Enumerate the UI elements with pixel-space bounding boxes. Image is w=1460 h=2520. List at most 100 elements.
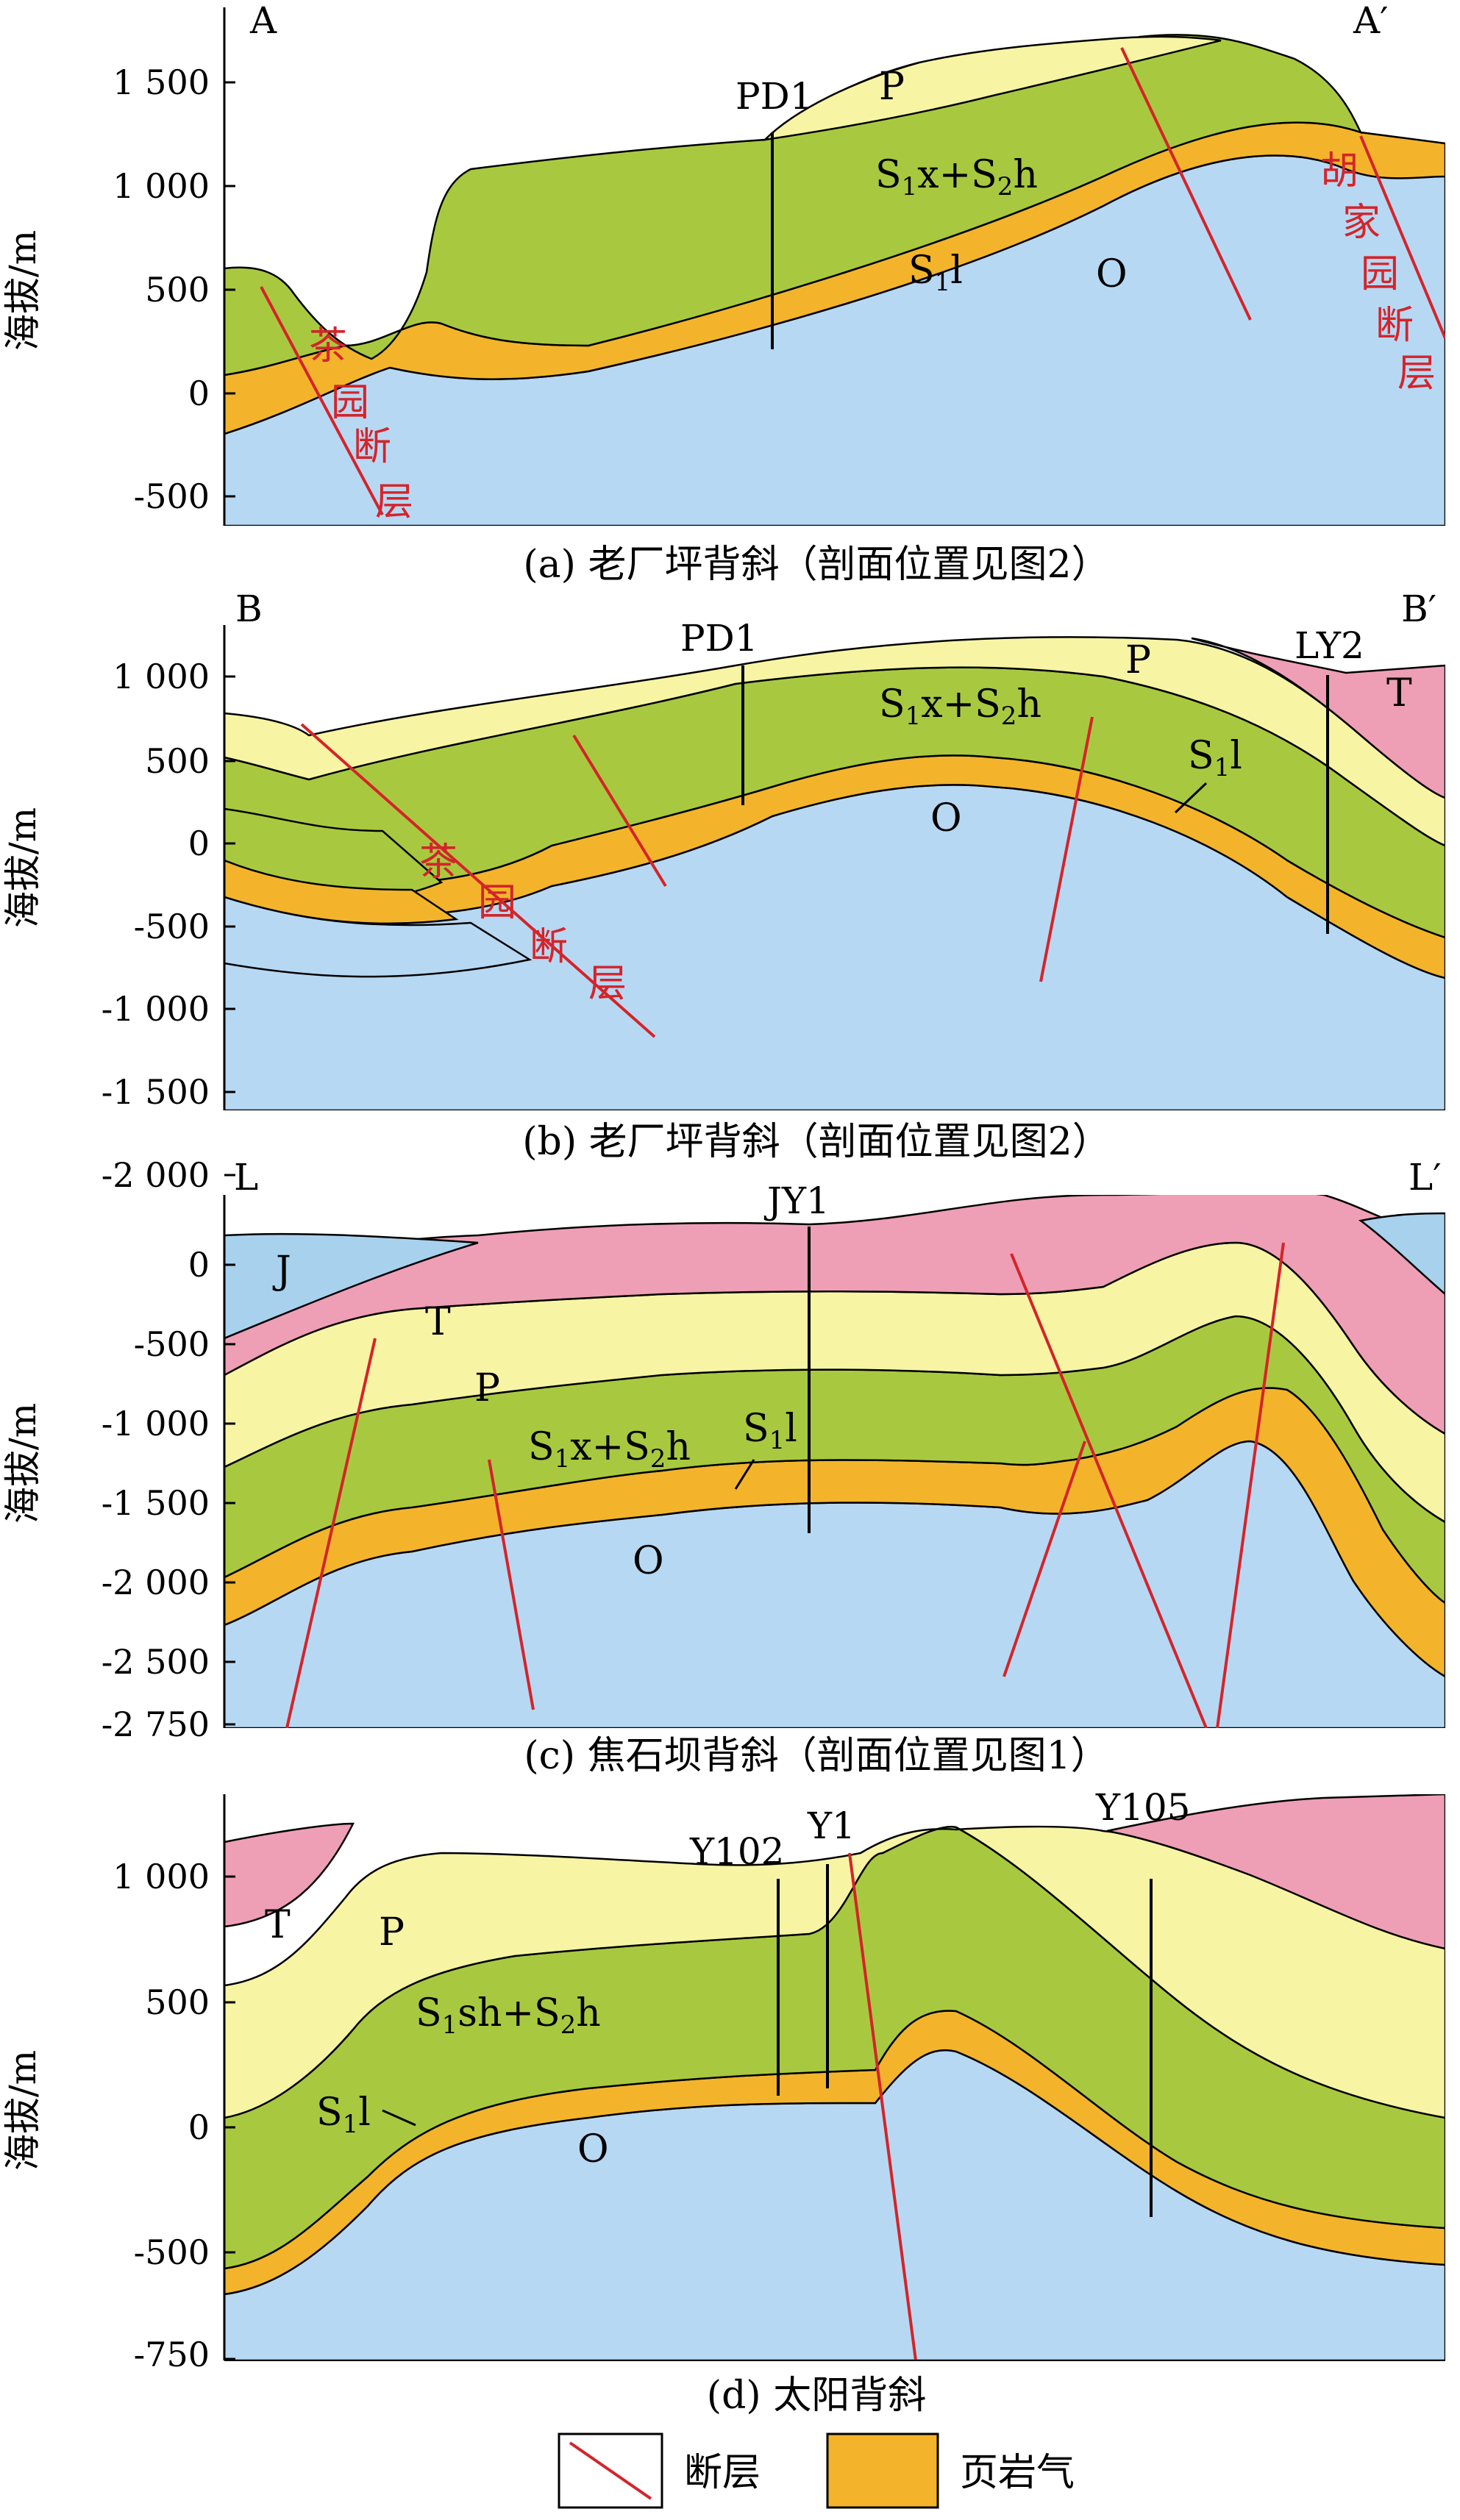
tick-label: 500 [145, 741, 210, 781]
layer-T-right [1106, 1794, 1445, 1950]
y-axis-title: 海拔/m [1, 2050, 44, 2171]
formation-label-O: O [633, 1539, 664, 1583]
layer-T [224, 1195, 1445, 1435]
formation-label-S1x: S1x+S2h [528, 1425, 691, 1474]
svg-text:层: 层 [375, 480, 413, 524]
fault-line [1010, 1253, 1208, 1728]
legend-shale-gas-swatch [826, 2432, 939, 2509]
fault-line [1003, 1441, 1086, 1677]
legend: 断层 页岩气 [558, 2432, 1075, 2509]
tick-label: 1 500 [113, 63, 210, 102]
fault-line [1216, 1242, 1285, 1728]
legend-shale-gas-label: 页岩气 [960, 2451, 1075, 2495]
section-left-label: L [234, 1156, 258, 1199]
tick-label: -1 500 [102, 1483, 210, 1523]
formation-label-S1l: S1l [316, 2091, 371, 2139]
y-ticks: 1 000 500 0 -500 -1 000 -1 500 -2 000 [102, 657, 235, 1195]
formation-label-P: P [879, 65, 905, 109]
well-label: PD1 [736, 75, 813, 118]
tick-label: -500 [134, 2232, 210, 2272]
fault-line [1039, 716, 1094, 982]
formation-label-J: J [272, 1249, 291, 1293]
tick-label: 0 [188, 2107, 210, 2147]
fault-line [260, 286, 384, 515]
formation-label-O: O [1096, 252, 1128, 296]
section-right-label: L′ [1409, 1156, 1442, 1199]
panel-caption: (d) 太阳背斜 [707, 2374, 926, 2418]
tick-label: -2 000 [102, 1155, 210, 1195]
svg-text:层: 层 [1397, 351, 1436, 396]
tick-label: 500 [145, 270, 210, 310]
layer-T [224, 1822, 355, 1928]
panel-caption: (a) 老厂坪背斜（剖面位置见图2） [523, 543, 1109, 587]
panel-b: 1 000 500 0 -500 -1 000 -1 500 -2 000 海拔… [1, 588, 1445, 1195]
fault-line [285, 1338, 377, 1728]
layer-P [224, 1825, 1445, 2119]
formation-label-S1l: S1l [1188, 734, 1242, 782]
tick-label: -1 000 [102, 1404, 210, 1443]
formation-label-T: T [265, 1903, 291, 1947]
formation-label-T: T [425, 1300, 451, 1344]
well-label: Y1 [807, 1805, 855, 1847]
formation-label-O: O [930, 796, 962, 840]
formation-label-S1x: S1x+S2h [879, 682, 1041, 731]
tick-label: -500 [134, 907, 210, 946]
well-label: LY2 [1295, 624, 1364, 667]
well-label: Y102 [689, 1830, 784, 1873]
svg-text:家: 家 [1342, 201, 1381, 245]
tick-label: 1 000 [113, 166, 210, 206]
fault-line [848, 1852, 917, 2360]
fault-line [300, 723, 656, 1038]
layer-J [224, 1232, 479, 1340]
tick-label: 1 000 [113, 657, 210, 696]
fault-label-chayuan: 茶 园 断 层 [309, 324, 413, 524]
tick-label: -500 [134, 1324, 210, 1364]
svg-text:胡: 胡 [1320, 149, 1358, 193]
svg-text:断: 断 [1375, 304, 1414, 348]
fault-label-hujiayuan: 胡 家 园 断 层 [1320, 149, 1436, 396]
tick-label: 0 [188, 824, 210, 863]
layer-T [1191, 637, 1445, 799]
section-left-label: A [249, 0, 277, 42]
svg-text:茶: 茶 [309, 324, 347, 368]
fault-label-chayuan: 茶 园 断 层 [419, 840, 627, 1006]
formation-label-P: P [1125, 638, 1151, 682]
layer-J-right [1358, 1212, 1445, 1296]
layer-O-lower [224, 896, 533, 978]
legend-fault-icon [569, 2441, 652, 2500]
tick-label: 0 [188, 374, 210, 413]
layer-P-cap [762, 35, 1222, 141]
tick-label: 1 000 [113, 1857, 210, 1896]
well-label: JY1 [763, 1179, 830, 1222]
formation-label-S1x: S1x+S2h [875, 153, 1038, 201]
formation-label-P: P [379, 1910, 405, 1955]
tick-label: -2 000 [102, 1563, 210, 1602]
tick-label: -2 500 [102, 1642, 210, 1682]
y-ticks: 0 -500 -1 000 -1 500 -2 000 -2 500 -2 75… [102, 1245, 235, 1744]
fault-line [572, 734, 667, 888]
tick-label: -2 750 [102, 1705, 210, 1744]
tick-label: -750 [134, 2335, 210, 2374]
panel-caption: (c) 焦石坝背斜（剖面位置见图1） [524, 1734, 1108, 1778]
panel-d: 1 000 500 0 -500 -750 海拔/m Y102 Y1 Y105 … [1, 1786, 1445, 2418]
label-leader [382, 2109, 416, 2127]
layer-S1x [224, 34, 1363, 376]
section-left-label: B [235, 588, 263, 630]
legend-fault-label: 断层 [684, 2451, 761, 2495]
svg-text:园: 园 [1361, 252, 1399, 296]
label-leader [1174, 782, 1208, 814]
formation-label-P: P [474, 1366, 500, 1410]
y-axis-title: 海拔/m [1, 807, 44, 928]
svg-text:层: 层 [588, 962, 627, 1006]
tick-label: -500 [134, 476, 210, 516]
formation-label-S1l: S1l [908, 249, 963, 297]
well-label: PD1 [680, 617, 758, 660]
formation-label-S1l: S1l [743, 1407, 797, 1455]
tick-label: -1 500 [102, 1072, 210, 1112]
tick-label: -1 000 [102, 989, 210, 1029]
svg-text:断: 断 [353, 425, 391, 469]
tick-label: 500 [145, 1982, 210, 2022]
y-axis-title: 海拔/m [1, 230, 44, 351]
svg-text:园: 园 [331, 381, 369, 425]
